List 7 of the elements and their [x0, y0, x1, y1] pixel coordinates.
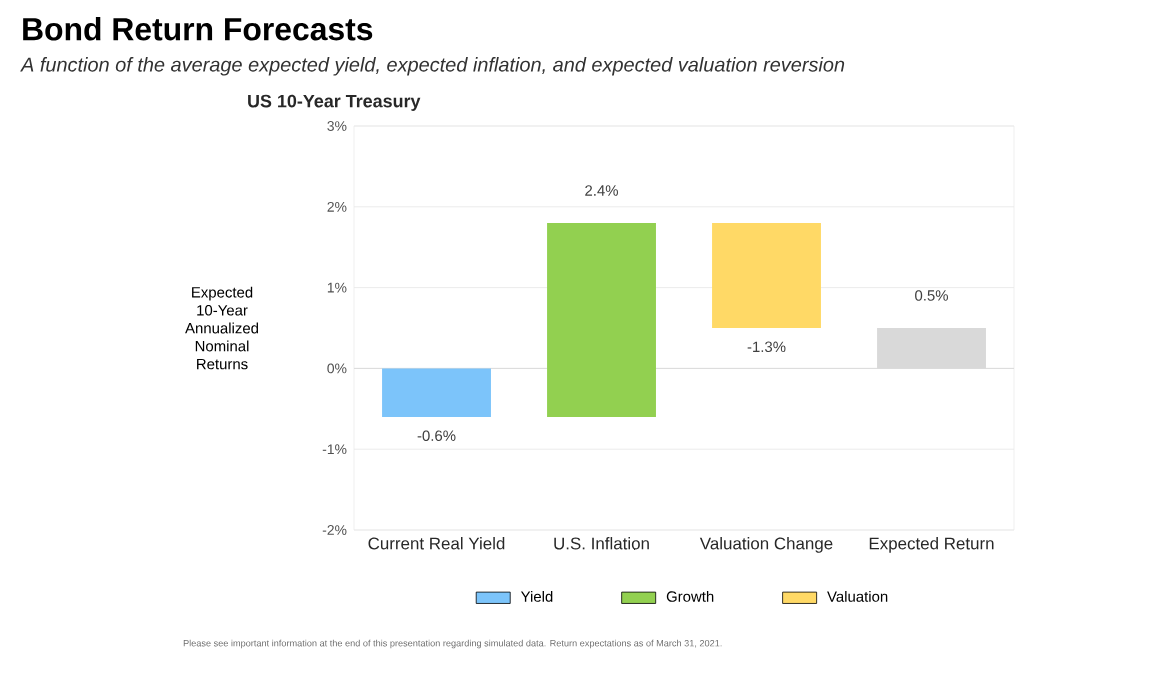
- x-tick-label: U.S. Inflation: [554, 537, 649, 550]
- chart-title: Bond Return Forecasts: [23, 17, 373, 41]
- chart-subtitle: A function of the average expected yield, expected inflation, and expected valuation reversion: [20, 57, 845, 76]
- text: US 10-Year Treasury: [248, 94, 421, 111]
- x-tick-label: Expected Return: [869, 537, 994, 553]
- x-tick-label: Valuation Change: [699, 537, 833, 553]
- x-tick-label: Current Real Yield: [368, 537, 505, 550]
